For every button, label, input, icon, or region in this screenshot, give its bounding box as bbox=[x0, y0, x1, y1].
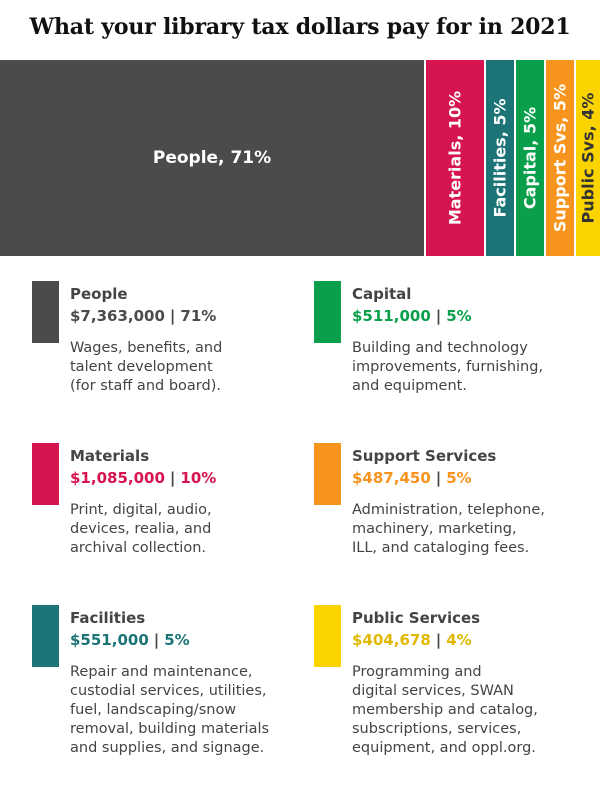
legend-percent: 5% bbox=[164, 631, 190, 649]
legend-percent: 10% bbox=[180, 469, 217, 487]
legend-amount: $487,450 bbox=[352, 469, 431, 487]
legend-amount: $551,000 bbox=[70, 631, 149, 649]
legend-name: Materials bbox=[70, 447, 150, 465]
amount-separator: | bbox=[169, 469, 176, 487]
treemap-segment-label: Public Svs, 4% bbox=[578, 92, 598, 224]
amount-separator: | bbox=[435, 631, 442, 649]
legend-percent: 71% bbox=[180, 307, 217, 325]
legend-amount-line: $511,000 | 5% bbox=[352, 307, 472, 325]
legend-amount-line: $551,000 | 5% bbox=[70, 631, 190, 649]
legend-name: Support Services bbox=[352, 447, 497, 465]
amount-separator: | bbox=[435, 469, 442, 487]
treemap-segment-label: Facilities, 5% bbox=[490, 98, 510, 218]
legend-name: People bbox=[70, 285, 128, 303]
legend-swatch bbox=[314, 605, 341, 667]
treemap-segment-label: Materials, 10% bbox=[445, 90, 465, 226]
treemap-segment: Capital, 5% bbox=[516, 60, 544, 256]
treemap-segment-label: People, 71% bbox=[152, 148, 272, 168]
legend-description: Wages, benefits, and talent development … bbox=[70, 340, 223, 394]
treemap-segment: People, 71% bbox=[0, 60, 424, 256]
legend-amount-line: $404,678 | 4% bbox=[352, 631, 472, 649]
amount-separator: | bbox=[169, 307, 176, 325]
legend-amount: $7,363,000 bbox=[70, 307, 165, 325]
legend-percent: 4% bbox=[446, 631, 472, 649]
legend-description: Print, digital, audio, devices, realia, … bbox=[70, 502, 212, 556]
legend-description: Repair and maintenance, custodial servic… bbox=[70, 664, 270, 756]
treemap-segment: Support Svs, 5% bbox=[546, 60, 574, 256]
legend-amount-line: $7,363,000 | 71% bbox=[70, 307, 216, 325]
legend-percent: 5% bbox=[446, 307, 472, 325]
legend-amount: $1,085,000 bbox=[70, 469, 165, 487]
treemap-segment-label: Support Svs, 5% bbox=[550, 83, 570, 233]
legend-description: Building and technology improvements, fu… bbox=[352, 340, 544, 394]
page-title: What your library tax dollars pay for in… bbox=[29, 14, 571, 40]
legend-swatch bbox=[32, 443, 59, 505]
legend-description: Administration, telephone, machinery, ma… bbox=[352, 502, 545, 556]
treemap-chart: People, 71% Materials, 10% Facilities, 5% C… bbox=[0, 60, 600, 256]
legend-swatch bbox=[314, 443, 341, 505]
legend-name: Capital bbox=[352, 285, 412, 303]
legend-amount: $404,678 bbox=[352, 631, 431, 649]
legend-swatch bbox=[32, 605, 59, 667]
legend-swatch bbox=[314, 281, 341, 343]
amount-separator: | bbox=[435, 307, 442, 325]
legend-amount-line: $1,085,000 | 10% bbox=[70, 469, 216, 487]
legend-amount-line: $487,450 | 5% bbox=[352, 469, 472, 487]
legend-name: Public Services bbox=[352, 609, 481, 627]
legend-percent: 5% bbox=[446, 469, 472, 487]
legend-description: Programming and digital services, SWAN m… bbox=[352, 664, 538, 756]
amount-separator: | bbox=[153, 631, 160, 649]
treemap-segment: Public Svs, 4% bbox=[576, 60, 600, 256]
legend-name: Facilities bbox=[70, 609, 146, 627]
treemap-segment: Materials, 10% bbox=[426, 60, 484, 256]
legend-swatch bbox=[32, 281, 59, 343]
legend-amount: $511,000 bbox=[352, 307, 431, 325]
treemap-segment: Facilities, 5% bbox=[486, 60, 514, 256]
treemap-segment-label: Capital, 5% bbox=[520, 106, 540, 210]
